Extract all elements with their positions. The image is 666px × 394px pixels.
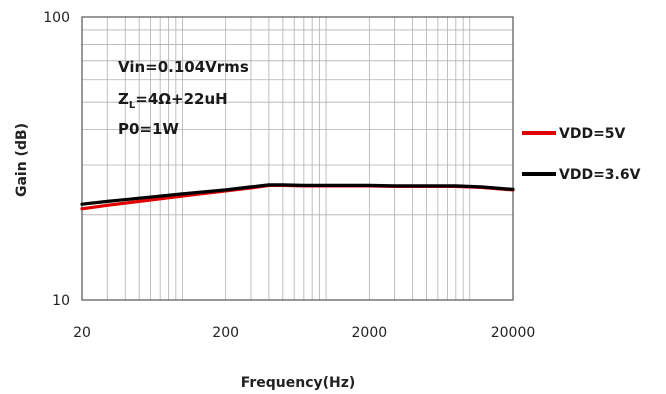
- y-tick-labels: 10 100: [43, 10, 70, 309]
- y-tick-label: 100: [43, 10, 70, 26]
- x-axis-title: Frequency(Hz): [241, 375, 356, 391]
- series-layer: [80, 183, 515, 211]
- legend-label-vdd5: VDD=5V: [559, 126, 626, 142]
- x-tick-label: 200: [212, 325, 239, 341]
- series-line-vdd36: [80, 183, 515, 206]
- annotation-load-sub: L: [129, 100, 136, 111]
- grid-lines: [82, 17, 513, 300]
- legend-label-vdd36: VDD=3.6V: [559, 167, 641, 183]
- annotation-load-z: Z: [118, 90, 129, 108]
- x-tick-label: 20000: [491, 325, 536, 341]
- annotation-load: ZL=4Ω+22uH: [118, 90, 228, 111]
- x-tick-labels: 20 200 2000 20000: [73, 325, 535, 341]
- annotation-vin: Vin=0.104Vrms: [118, 58, 249, 76]
- legend: VDD=5V VDD=3.6V: [522, 126, 641, 183]
- y-tick-label: 10: [52, 293, 70, 309]
- y-axis-title: Gain (dB): [14, 123, 30, 197]
- annotation-power: P0=1W: [118, 120, 179, 138]
- x-tick-label: 2000: [352, 325, 388, 341]
- annotation-load-value: =4Ω+22uH: [135, 90, 227, 108]
- plot-frame: [81, 16, 514, 301]
- x-tick-label: 20: [73, 325, 91, 341]
